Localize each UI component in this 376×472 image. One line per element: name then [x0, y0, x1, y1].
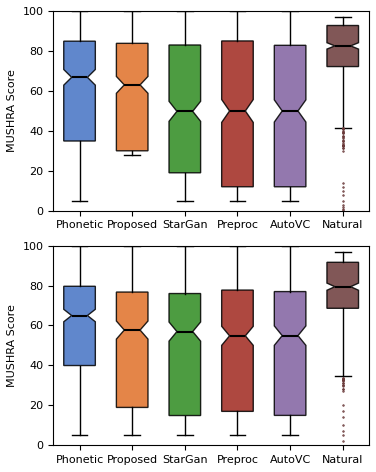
PathPatch shape	[169, 45, 201, 173]
PathPatch shape	[117, 43, 148, 151]
PathPatch shape	[64, 41, 96, 141]
PathPatch shape	[327, 262, 359, 308]
PathPatch shape	[222, 41, 253, 187]
PathPatch shape	[274, 292, 306, 415]
PathPatch shape	[64, 287, 96, 365]
PathPatch shape	[222, 290, 253, 412]
Y-axis label: MUSHRA Score: MUSHRA Score	[7, 69, 17, 152]
PathPatch shape	[169, 294, 201, 415]
PathPatch shape	[274, 45, 306, 187]
Y-axis label: MUSHRA Score: MUSHRA Score	[7, 304, 17, 387]
PathPatch shape	[327, 25, 359, 67]
PathPatch shape	[117, 292, 148, 407]
